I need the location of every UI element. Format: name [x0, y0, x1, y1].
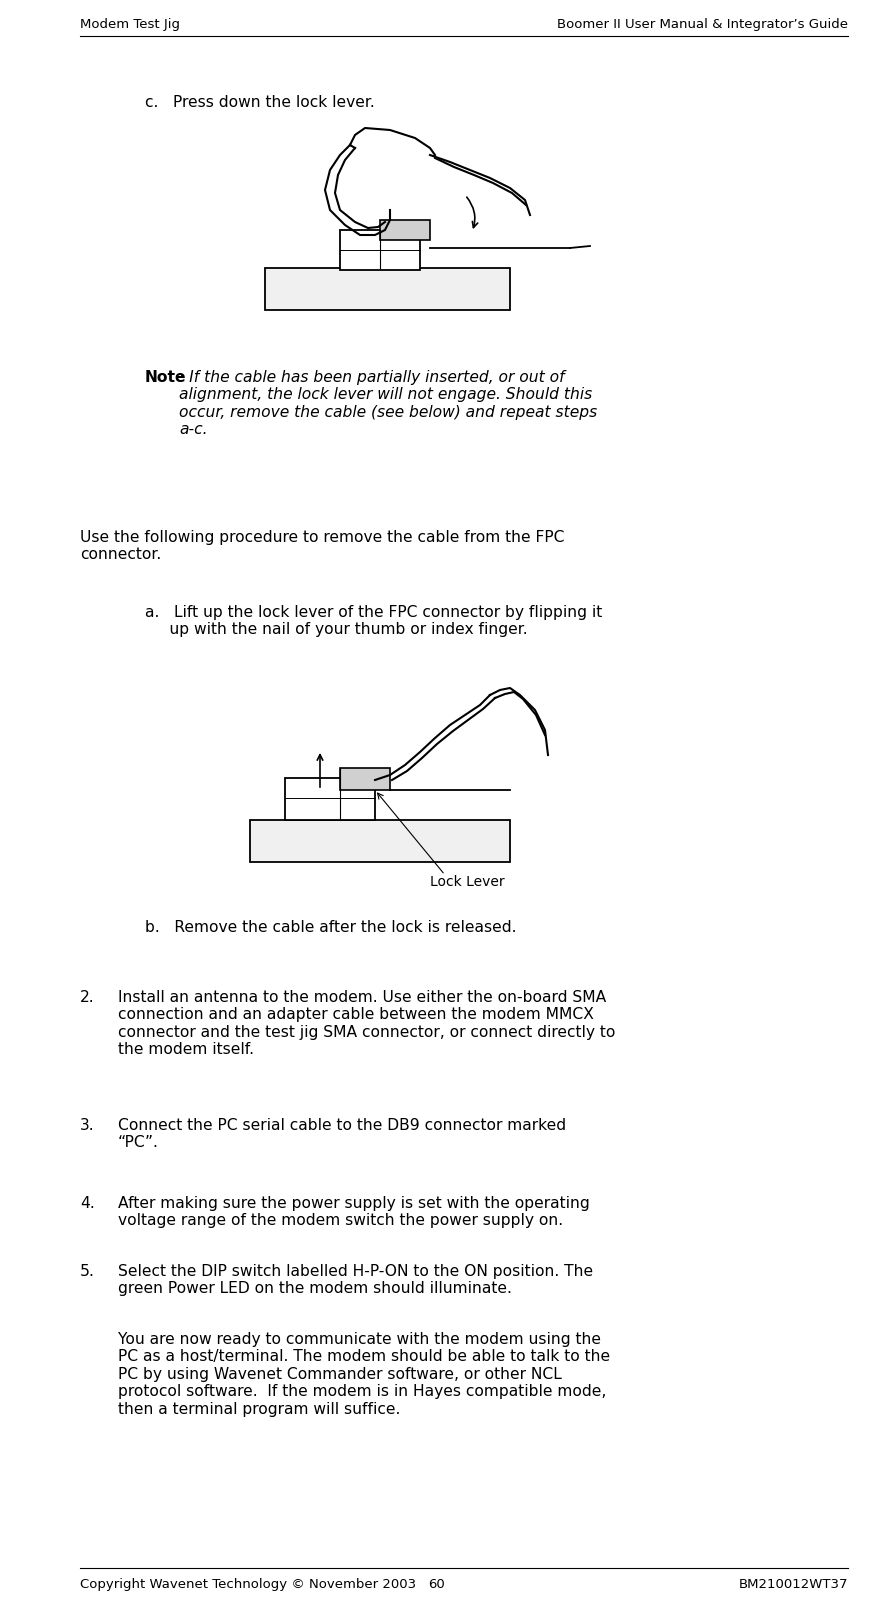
Text: Use the following procedure to remove the cable from the FPC
connector.: Use the following procedure to remove th…	[80, 529, 564, 563]
Text: Boomer II User Manual & Integrator’s Guide: Boomer II User Manual & Integrator’s Gui…	[557, 18, 848, 30]
Text: b.   Remove the cable after the lock is released.: b. Remove the cable after the lock is re…	[145, 921, 516, 935]
Text: Connect the PC serial cable to the DB9 connector marked
“PC”.: Connect the PC serial cable to the DB9 c…	[118, 1118, 566, 1150]
Text: You are now ready to communicate with the modem using the
PC as a host/terminal.: You are now ready to communicate with th…	[118, 1331, 610, 1416]
Text: After making sure the power supply is set with the operating
voltage range of th: After making sure the power supply is se…	[118, 1197, 589, 1229]
Text: c.   Press down the lock lever.: c. Press down the lock lever.	[145, 95, 375, 111]
Text: : If the cable has been partially inserted, or out of
alignment, the lock lever : : If the cable has been partially insert…	[179, 371, 597, 438]
Bar	[285, 778, 375, 820]
Text: Select the DIP switch labelled H-P-ON to the ON position. The
green Power LED on: Select the DIP switch labelled H-P-ON to…	[118, 1264, 593, 1296]
Text: 2.: 2.	[80, 990, 95, 1006]
Text: a.   Lift up the lock lever of the FPC connector by flipping it
     up with the: a. Lift up the lock lever of the FPC con…	[145, 605, 603, 637]
Text: Copyright Wavenet Technology © November 2003: Copyright Wavenet Technology © November …	[80, 1578, 416, 1591]
Bar	[265, 268, 510, 310]
Text: Note: Note	[145, 371, 187, 385]
Bar	[250, 820, 510, 861]
Text: Modem Test Jig: Modem Test Jig	[80, 18, 180, 30]
Text: 4.: 4.	[80, 1197, 95, 1211]
Text: Install an antenna to the modem. Use either the on-board SMA
connection and an a: Install an antenna to the modem. Use eit…	[118, 990, 616, 1057]
Text: BM210012WT37: BM210012WT37	[739, 1578, 848, 1591]
Text: 3.: 3.	[80, 1118, 95, 1132]
Text: 5.: 5.	[80, 1264, 95, 1278]
Bar	[340, 229, 420, 269]
Text: 60: 60	[427, 1578, 445, 1591]
Text: Lock Lever: Lock Lever	[430, 876, 505, 889]
Bar	[340, 768, 390, 791]
Bar	[380, 220, 430, 241]
